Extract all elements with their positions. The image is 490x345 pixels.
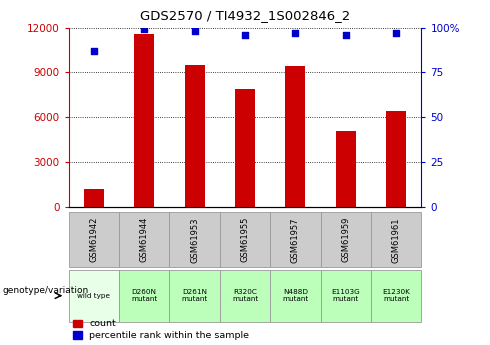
Bar [185,65,205,207]
Text: wild type: wild type [77,293,110,299]
Text: GSM61961: GSM61961 [392,217,401,263]
Bar [134,33,154,207]
Text: GSM61953: GSM61953 [190,217,199,263]
Bar [386,111,406,207]
Text: E1230K
mutant: E1230K mutant [382,289,410,302]
Text: GSM61944: GSM61944 [140,217,148,263]
Point [342,32,350,38]
Point [241,32,249,38]
Text: GSM61955: GSM61955 [241,217,249,263]
Text: GSM61959: GSM61959 [342,217,350,263]
Text: D261N
mutant: D261N mutant [181,289,208,302]
Text: R320C
mutant: R320C mutant [232,289,258,302]
Bar [235,89,255,207]
Text: GSM61957: GSM61957 [291,217,300,263]
Bar [84,189,104,207]
Bar [285,67,305,207]
Text: GDS2570 / TI4932_1S002846_2: GDS2570 / TI4932_1S002846_2 [140,9,350,22]
Text: E1103G
mutant: E1103G mutant [331,289,360,302]
Text: N488D
mutant: N488D mutant [282,289,309,302]
Point [90,48,98,54]
Point [191,28,198,34]
Text: D260N
mutant: D260N mutant [131,289,157,302]
Point [292,30,299,36]
Point [140,27,148,32]
Text: GSM61942: GSM61942 [89,217,98,263]
Text: genotype/variation: genotype/variation [2,286,89,295]
Bar [336,131,356,207]
Legend: count, percentile rank within the sample: count, percentile rank within the sample [74,319,249,340]
Point [392,30,400,36]
